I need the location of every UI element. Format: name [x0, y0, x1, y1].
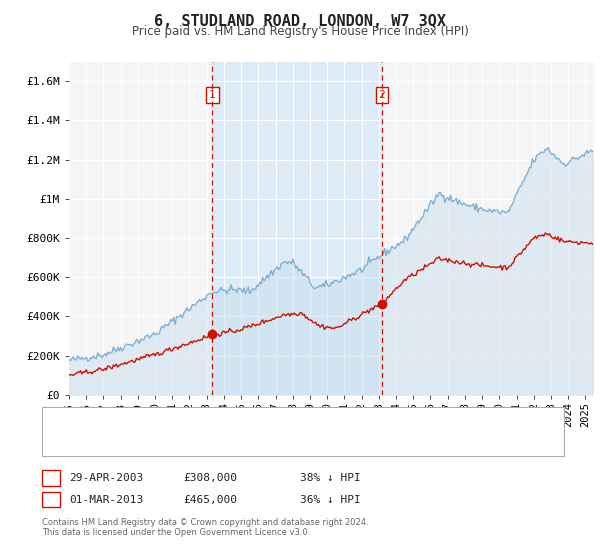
- Bar: [212, 62, 382, 395]
- Text: 1: 1: [209, 90, 216, 100]
- Text: 2: 2: [379, 90, 385, 100]
- Text: 36% ↓ HPI: 36% ↓ HPI: [300, 494, 361, 505]
- Text: 6, STUDLAND ROAD, LONDON, W7 3QX: 6, STUDLAND ROAD, LONDON, W7 3QX: [154, 14, 446, 29]
- Text: 29-APR-2003: 29-APR-2003: [69, 473, 143, 483]
- Text: Price paid vs. HM Land Registry's House Price Index (HPI): Price paid vs. HM Land Registry's House …: [131, 25, 469, 38]
- Text: HPI: Average price, detached house, Ealing: HPI: Average price, detached house, Eali…: [85, 437, 348, 447]
- Text: £465,000: £465,000: [183, 494, 237, 505]
- Text: £308,000: £308,000: [183, 473, 237, 483]
- Text: 1: 1: [47, 471, 55, 484]
- Text: 6, STUDLAND ROAD, LONDON, W7 3QX (detached house): 6, STUDLAND ROAD, LONDON, W7 3QX (detach…: [85, 416, 391, 426]
- Text: 38% ↓ HPI: 38% ↓ HPI: [300, 473, 361, 483]
- Text: Contains HM Land Registry data © Crown copyright and database right 2024.
This d: Contains HM Land Registry data © Crown c…: [42, 518, 368, 538]
- Text: 01-MAR-2013: 01-MAR-2013: [69, 494, 143, 505]
- Text: 2: 2: [47, 493, 55, 506]
